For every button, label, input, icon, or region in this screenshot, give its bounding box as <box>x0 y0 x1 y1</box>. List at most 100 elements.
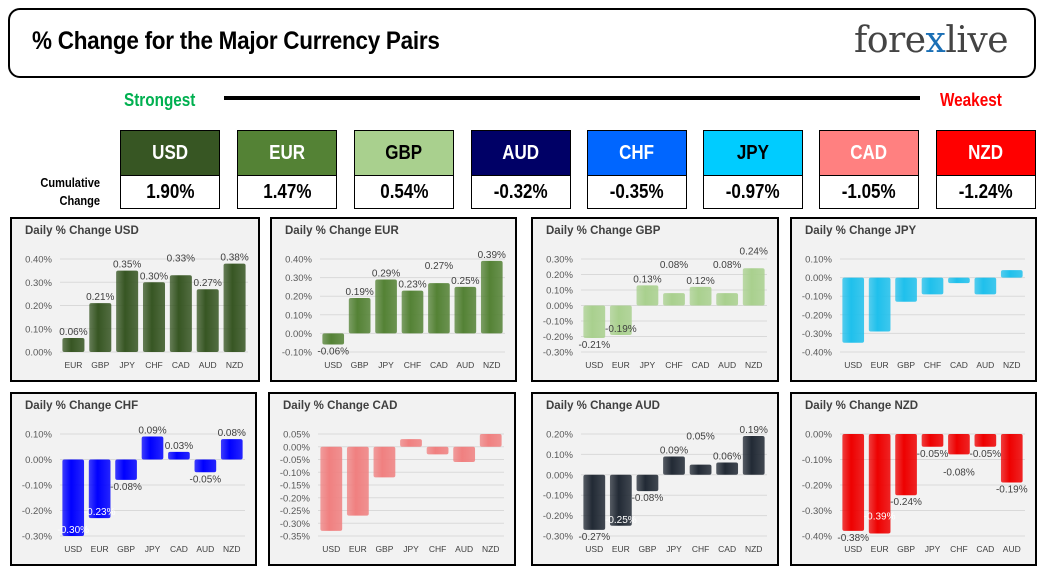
y-tick-label: 0.00% <box>546 301 573 312</box>
x-tick-label: CAD <box>430 360 448 370</box>
chart-jpy: Daily % Change JPY -0.40% -0.30% -0.20% -0.1… <box>790 217 1037 382</box>
x-tick-label: NZD <box>745 360 762 370</box>
data-label: -0.21% <box>578 340 610 351</box>
bar-jpy <box>375 279 397 334</box>
chart-title: Daily % Change NZD <box>805 400 919 412</box>
chart-svg: -0.40% -0.30% -0.20% -0.10% 0.00% 0.10% USD EUR… <box>802 255 1025 370</box>
bar-aud <box>1000 434 1023 483</box>
cumulative-value: 0.54% <box>354 176 454 209</box>
bar-eur <box>609 305 632 335</box>
x-tick-label: EUR <box>64 360 82 370</box>
cumulative-value-text: 0.54% <box>379 180 429 203</box>
x-tick-label: CAD <box>170 544 188 554</box>
y-tick-label: 0.40% <box>25 255 52 266</box>
forexlive-logo: forexlive <box>854 20 1009 61</box>
bar-usd <box>583 474 606 530</box>
currency-code: NZD <box>936 130 1036 176</box>
bar-usd <box>320 446 343 531</box>
chart-svg: -0.40% -0.30% -0.20% -0.10% 0.00% USD EUR GBP JP… <box>802 430 1028 555</box>
chart-svg: -0.10% 0.00% 0.10% 0.20% 0.30% 0.40% USD GBP JPY… <box>282 250 506 370</box>
bar-gbp <box>89 303 112 352</box>
x-tick-label: USD <box>64 544 82 554</box>
y-tick-label: 0.00% <box>805 273 832 284</box>
data-label: -0.25% <box>605 515 637 526</box>
data-label: -0.27% <box>578 532 610 543</box>
x-tick-label: GBP <box>117 544 135 554</box>
y-tick-label: -0.20% <box>22 506 53 517</box>
x-tick-label: NZD <box>226 360 243 370</box>
chart-eur: Daily % Change EUR -0.10% 0.00% 0.10% 0.20% 0… <box>270 217 517 382</box>
bar-aud <box>196 289 219 352</box>
bar-cad <box>716 462 739 475</box>
x-tick-label: NZD <box>223 544 240 554</box>
chart-gbp: Daily % Change GBP -0.30% -0.20% -0.10% 0.00… <box>531 217 779 382</box>
bar-chf <box>401 290 424 334</box>
bar-chf <box>142 282 166 352</box>
x-tick-label: EUR <box>871 360 889 370</box>
y-tick-label: 0.30% <box>25 278 52 289</box>
currency-code-text: CAD <box>850 141 888 164</box>
x-tick-label: GBP <box>351 360 369 370</box>
data-label: 0.29% <box>372 268 400 279</box>
x-tick-label: EUR <box>612 360 630 370</box>
bar-gbp <box>895 277 917 302</box>
chart-title: Daily % Change JPY <box>805 225 917 237</box>
cumulative-value-text: 1.90% <box>145 180 195 203</box>
currency-cell-jpy: JPY -0.97% <box>703 130 803 209</box>
bar-cad <box>169 275 192 352</box>
data-label: 0.25% <box>451 276 479 287</box>
data-label: -0.08% <box>110 482 142 493</box>
data-label: 0.12% <box>686 276 714 287</box>
x-tick-label: JPY <box>925 544 941 554</box>
y-tick-label: 0.00% <box>805 430 832 441</box>
y-tick-label: 0.00% <box>25 455 52 466</box>
bar-eur <box>868 277 891 332</box>
bar-nzd <box>220 439 243 460</box>
currency-code: JPY <box>703 130 803 176</box>
y-tick-label: 0.10% <box>285 310 312 321</box>
bar-gbp <box>115 459 137 480</box>
y-tick-label: -0.30% <box>22 532 53 543</box>
currency-cell-cad: CAD -1.05% <box>819 130 919 209</box>
currency-code-text: CHF <box>619 141 655 164</box>
y-tick-label: -0.20% <box>543 511 574 522</box>
page-title: % Change for the Major Currency Pairs <box>32 27 440 55</box>
y-tick-label: 0.10% <box>546 450 573 461</box>
bar-aud <box>974 277 997 295</box>
currency-code-text: USD <box>152 141 188 164</box>
y-tick-label: -0.10% <box>282 348 313 359</box>
currency-code: AUD <box>471 130 571 176</box>
currency-code-text: GBP <box>385 141 423 164</box>
y-tick-label: -0.10% <box>543 317 574 328</box>
data-label: 0.30% <box>140 271 168 282</box>
currency-code-text: EUR <box>269 141 305 164</box>
data-label: 0.06% <box>713 452 741 463</box>
y-tick-label: -0.40% <box>802 532 833 543</box>
data-label: 0.35% <box>113 260 141 271</box>
chart-aud: Daily % Change AUD -0.30% -0.20% -0.10% 0.00… <box>531 392 779 566</box>
y-tick-label: 0.10% <box>25 324 52 335</box>
y-tick-label: -0.30% <box>802 506 833 517</box>
x-tick-label: USD <box>844 360 862 370</box>
x-tick-label: JPY <box>119 360 135 370</box>
data-label: 0.33% <box>167 253 195 264</box>
currency-code: EUR <box>237 130 337 176</box>
y-tick-label: -0.30% <box>543 348 574 359</box>
bar-nzd <box>1000 270 1023 278</box>
y-tick-label: 0.10% <box>546 286 573 297</box>
x-tick-label: GBP <box>375 544 393 554</box>
chart-svg: 0.00% 0.10% 0.20% 0.30% 0.40% EUR GBP JPY CHF CAD… <box>25 253 249 370</box>
bar-gbp <box>636 474 659 492</box>
data-label: 0.23% <box>398 280 426 291</box>
bar-gbp <box>348 298 371 334</box>
bar-eur <box>346 446 369 516</box>
chart-title: Daily % Change GBP <box>546 225 661 237</box>
y-tick-label: -0.30% <box>280 519 311 530</box>
chart-usd: Daily % Change USD 0.00% 0.10% 0.20% 0.30% 0.… <box>10 217 260 382</box>
bar-cad <box>974 434 997 447</box>
y-tick-label: -0.25% <box>280 506 311 517</box>
data-label: 0.08% <box>218 428 246 439</box>
x-tick-label: AUD <box>1003 544 1021 554</box>
bar-jpy <box>636 285 659 306</box>
x-tick-label: NZD <box>745 544 762 554</box>
